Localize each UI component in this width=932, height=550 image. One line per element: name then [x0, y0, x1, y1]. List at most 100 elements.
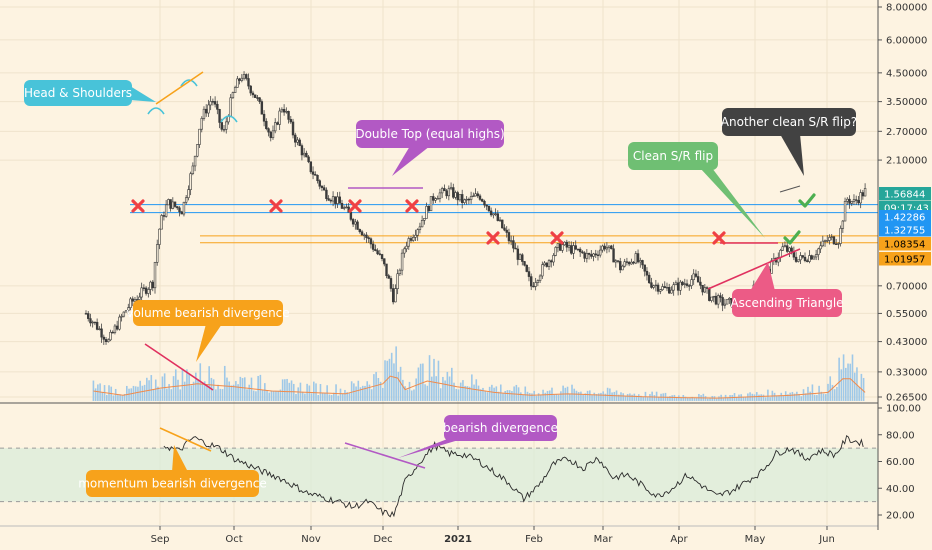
- candle-body: [144, 287, 148, 294]
- volume-bar: [134, 386, 137, 401]
- volume-bar: [348, 392, 351, 401]
- volume-bar: [704, 396, 707, 401]
- candle-body: [349, 211, 353, 220]
- candle-body: [383, 258, 386, 265]
- candle-body: [529, 276, 533, 287]
- candle-body: [859, 192, 862, 204]
- x-tick-label: Mar: [594, 534, 614, 545]
- volume-bar: [368, 384, 371, 401]
- candle-body: [516, 248, 520, 260]
- volume-bar: [413, 389, 415, 401]
- candle-body: [696, 276, 700, 283]
- candle-body: [481, 199, 484, 202]
- volume-bar: [791, 391, 794, 401]
- volume-bar: [635, 395, 638, 401]
- volume-bar: [589, 390, 591, 401]
- volume-bar: [486, 392, 489, 401]
- volume-bar: [226, 377, 228, 401]
- volume-bar: [562, 385, 564, 401]
- candle-body: [583, 252, 586, 259]
- volume-bar: [727, 397, 729, 401]
- candle-body: [151, 281, 154, 289]
- volume-bar: [706, 398, 709, 401]
- candle-body: [850, 201, 853, 204]
- callout-another-sr-flip-box: [722, 108, 856, 136]
- candle-body: [843, 201, 847, 222]
- volume-bar: [101, 392, 104, 401]
- volume-bars: [92, 346, 866, 401]
- candle-body: [668, 287, 671, 294]
- candle-body: [512, 240, 515, 249]
- volume-bar: [121, 395, 124, 401]
- candle-body: [338, 196, 341, 204]
- volume-bar: [399, 366, 402, 401]
- candle-body: [173, 201, 177, 207]
- volume-bar: [631, 394, 633, 401]
- callout-double-top-text: Double Top (equal highs): [355, 127, 504, 141]
- candle-body: [656, 284, 660, 292]
- volume-bar: [524, 386, 527, 401]
- candle-body: [211, 101, 215, 103]
- candle-body: [498, 219, 502, 222]
- candle-body: [336, 196, 339, 204]
- candle-body: [233, 87, 237, 93]
- candle-body: [574, 245, 577, 250]
- volume-bar: [223, 365, 226, 401]
- candle-body: [621, 265, 624, 271]
- volume-bar: [684, 396, 687, 401]
- volume-bar: [760, 394, 763, 401]
- candle-body: [278, 110, 281, 125]
- candle-body: [587, 253, 591, 255]
- volume-bar: [816, 395, 818, 401]
- candle-body: [127, 307, 130, 311]
- x-tick-label: Apr: [670, 534, 688, 545]
- price-tag-label: 1.08354: [884, 240, 925, 251]
- candle-body: [95, 321, 99, 330]
- candle-body: [581, 251, 584, 254]
- candle-body: [501, 219, 504, 229]
- candle-body: [650, 282, 653, 288]
- callout-clean-sr-flip-box: [628, 142, 718, 170]
- volume-bar: [92, 380, 95, 401]
- volume-bar: [344, 389, 346, 401]
- candle-body: [679, 281, 682, 291]
- candle-body: [592, 253, 595, 257]
- candle-body: [434, 198, 437, 201]
- candle-body: [265, 120, 268, 129]
- volume-bar: [560, 391, 562, 401]
- volume-bar: [484, 390, 486, 401]
- candle-body: [821, 240, 825, 247]
- candle-body: [182, 201, 186, 215]
- volume-bar: [506, 390, 509, 401]
- volume-bar: [669, 396, 671, 401]
- volume-bar: [691, 396, 694, 401]
- x-tick-label: Jun: [818, 534, 835, 545]
- candle-body: [445, 190, 448, 197]
- price-tag: 1.32755: [879, 223, 931, 237]
- candle-body: [118, 316, 121, 330]
- candle-body: [576, 248, 580, 251]
- volume-bar: [217, 384, 219, 401]
- volume-bar: [468, 386, 471, 401]
- candle-body: [456, 192, 459, 201]
- volume-bar: [678, 395, 680, 401]
- candle-body: [249, 85, 252, 94]
- volume-bar: [152, 388, 155, 401]
- candle-body: [590, 254, 593, 257]
- volume-bar: [212, 379, 215, 401]
- volume-bar: [642, 396, 645, 401]
- rejection-x-marker: [712, 231, 726, 245]
- volume-bar: [508, 390, 511, 401]
- callout-volume-bearish-divergence-text: volume bearish divergence: [126, 306, 289, 320]
- osc-tick-label: 80.00: [886, 430, 915, 441]
- volume-bar: [119, 394, 121, 401]
- volume-bar: [497, 391, 500, 401]
- candle-body: [325, 189, 328, 199]
- volume-bar: [406, 389, 409, 401]
- candle-body: [514, 247, 517, 250]
- volume-bar: [860, 373, 863, 401]
- candle-body: [619, 261, 622, 271]
- volume-bar: [528, 393, 531, 401]
- candle-body: [607, 245, 611, 248]
- candle-body: [389, 278, 393, 289]
